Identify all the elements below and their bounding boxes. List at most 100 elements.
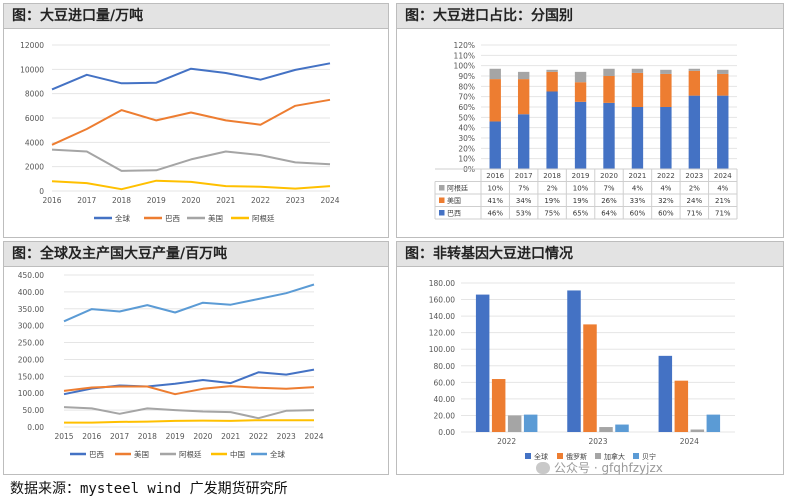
bar-巴西 — [574, 101, 587, 169]
x-tick-label: 2021 — [221, 432, 240, 441]
table-cell: 24% — [687, 197, 703, 205]
y-tick-label: 6000 — [25, 114, 44, 123]
series-line-阿根廷 — [51, 179, 331, 191]
watermark: 公众号 · gfqhfzyjzx — [536, 459, 663, 476]
table-cell: 71% — [715, 210, 731, 218]
bar-美国 — [489, 79, 501, 122]
y-tick-label: 450.00 — [18, 271, 44, 280]
table-cell: 60% — [658, 210, 674, 218]
y-tick-label: 40% — [458, 124, 475, 133]
bar-阿根廷 — [574, 71, 587, 83]
chart-production: 0.00 50.00 100.00 150.00 200.00 250.00 300.00 3… — [18, 271, 324, 459]
bar-俄罗斯 — [583, 324, 597, 432]
table-cell: 2% — [689, 185, 700, 193]
x-tick-label: 2018 — [138, 432, 157, 441]
legend-label: 中国 — [230, 449, 245, 459]
x-tick-label: 2022 — [657, 172, 675, 180]
x-tick-label: 2017 — [77, 196, 96, 205]
table-cell: 41% — [487, 197, 503, 205]
table-cell: 19% — [573, 197, 589, 205]
series-line-阿根廷 — [63, 406, 315, 420]
series-line-巴西 — [51, 98, 331, 146]
y-tick-label: 300.00 — [18, 322, 44, 331]
y-tick-label: 10% — [458, 155, 475, 164]
y-tick-label: 400.00 — [18, 288, 44, 297]
bar-阿根廷 — [517, 71, 530, 80]
bar-阿根廷 — [631, 68, 644, 73]
legend-label: 全球 — [534, 452, 548, 461]
y-tick-label: 60.00 — [434, 378, 456, 387]
legend-label: 阿根廷 — [447, 184, 468, 193]
legend-swatch — [439, 210, 445, 216]
y-tick-label: 200.00 — [18, 355, 44, 364]
x-tick-label: 2017 — [515, 172, 533, 180]
bar-美国 — [631, 72, 644, 107]
bar-美国 — [546, 71, 558, 92]
x-tick-label: 2016 — [42, 196, 61, 205]
chart-share: 0%10%20%30%40%50%60%70%80%90%100%110%120… — [434, 41, 738, 220]
legend-label: 贝宁 — [642, 452, 656, 461]
bar-巴西 — [546, 91, 558, 169]
bar-加拿大 — [690, 429, 705, 432]
panel-title: 图：大豆进口占比：分国别 — [397, 4, 783, 29]
y-tick-label: 250.00 — [18, 339, 44, 348]
series-line-美国 — [51, 148, 331, 172]
table-cell: 19% — [544, 197, 560, 205]
chart-imports: 0 2000 4000 6000 8000 10000 12000 2016 2017 2018 2… — [20, 41, 340, 223]
y-tick-label: 70% — [458, 93, 475, 102]
legend-label: 全球 — [115, 213, 130, 223]
bar-贝宁 — [523, 414, 538, 432]
bar-美国 — [688, 70, 701, 96]
panel-imports: 图：大豆进口量/万吨 0 2000 4000 6000 8000 10000 12000 20… — [3, 3, 389, 238]
x-tick-label: 2020 — [181, 196, 200, 205]
x-tick-label: 2022 — [251, 196, 270, 205]
table-cell: 10% — [487, 185, 503, 193]
legend-label: 美国 — [134, 449, 149, 459]
table-cell: 33% — [630, 197, 646, 205]
legend-label: 巴西 — [447, 210, 461, 218]
chart-nongmo: 0.00 20.00 40.00 60.00 80.00 100.00 120.00 140.… — [429, 279, 735, 461]
y-tick-label: 120% — [454, 41, 475, 50]
legend-label: 美国 — [208, 213, 223, 223]
y-tick-label: 2000 — [25, 163, 44, 172]
legend-label: 阿根廷 — [179, 449, 202, 459]
legend-swatch — [439, 197, 445, 203]
panel-title: 图：全球及主产国大豆产量/百万吨 — [4, 242, 388, 267]
x-tick-label: 2020 — [600, 172, 618, 180]
bar-阿根廷 — [546, 69, 558, 72]
table-cell: 7% — [603, 185, 614, 193]
legend-label: 美国 — [447, 196, 461, 205]
series-line-全球 — [63, 283, 315, 323]
y-tick-label: 180.00 — [429, 279, 455, 288]
series-line-美国 — [63, 385, 315, 396]
table-cell: 7% — [518, 185, 529, 193]
bar-巴西 — [717, 95, 729, 169]
bar-全球 — [567, 290, 581, 432]
y-tick-label: 110% — [454, 51, 475, 60]
table-cell: 2% — [547, 185, 558, 193]
bar-巴西 — [603, 102, 615, 169]
x-tick-label: 2018 — [543, 172, 561, 180]
x-tick-label: 2023 — [685, 172, 703, 180]
bar-阿根廷 — [717, 69, 729, 74]
y-tick-label: 80% — [458, 82, 475, 91]
table-cell: 65% — [573, 210, 589, 218]
y-tick-label: 140.00 — [429, 312, 455, 321]
bar-美国 — [660, 73, 672, 107]
x-tick-label: 2023 — [286, 196, 305, 205]
x-tick-label: 2019 — [147, 196, 166, 205]
bar-加拿大 — [599, 427, 613, 432]
bar-俄罗斯 — [674, 380, 689, 432]
y-tick-label: 0.00 — [27, 423, 44, 432]
y-tick-label: 80.00 — [434, 362, 456, 371]
x-tick-label: 2019 — [572, 172, 590, 180]
bar-贝宁 — [706, 414, 721, 432]
legend-swatch — [525, 453, 531, 459]
legend-label: 全球 — [270, 449, 285, 459]
bar-美国 — [574, 82, 587, 102]
y-tick-label: 100.00 — [18, 389, 44, 398]
bar-俄罗斯 — [491, 379, 506, 432]
table-cell: 4% — [717, 185, 728, 193]
series-line-中国 — [64, 419, 314, 424]
legend-swatch — [633, 453, 639, 459]
